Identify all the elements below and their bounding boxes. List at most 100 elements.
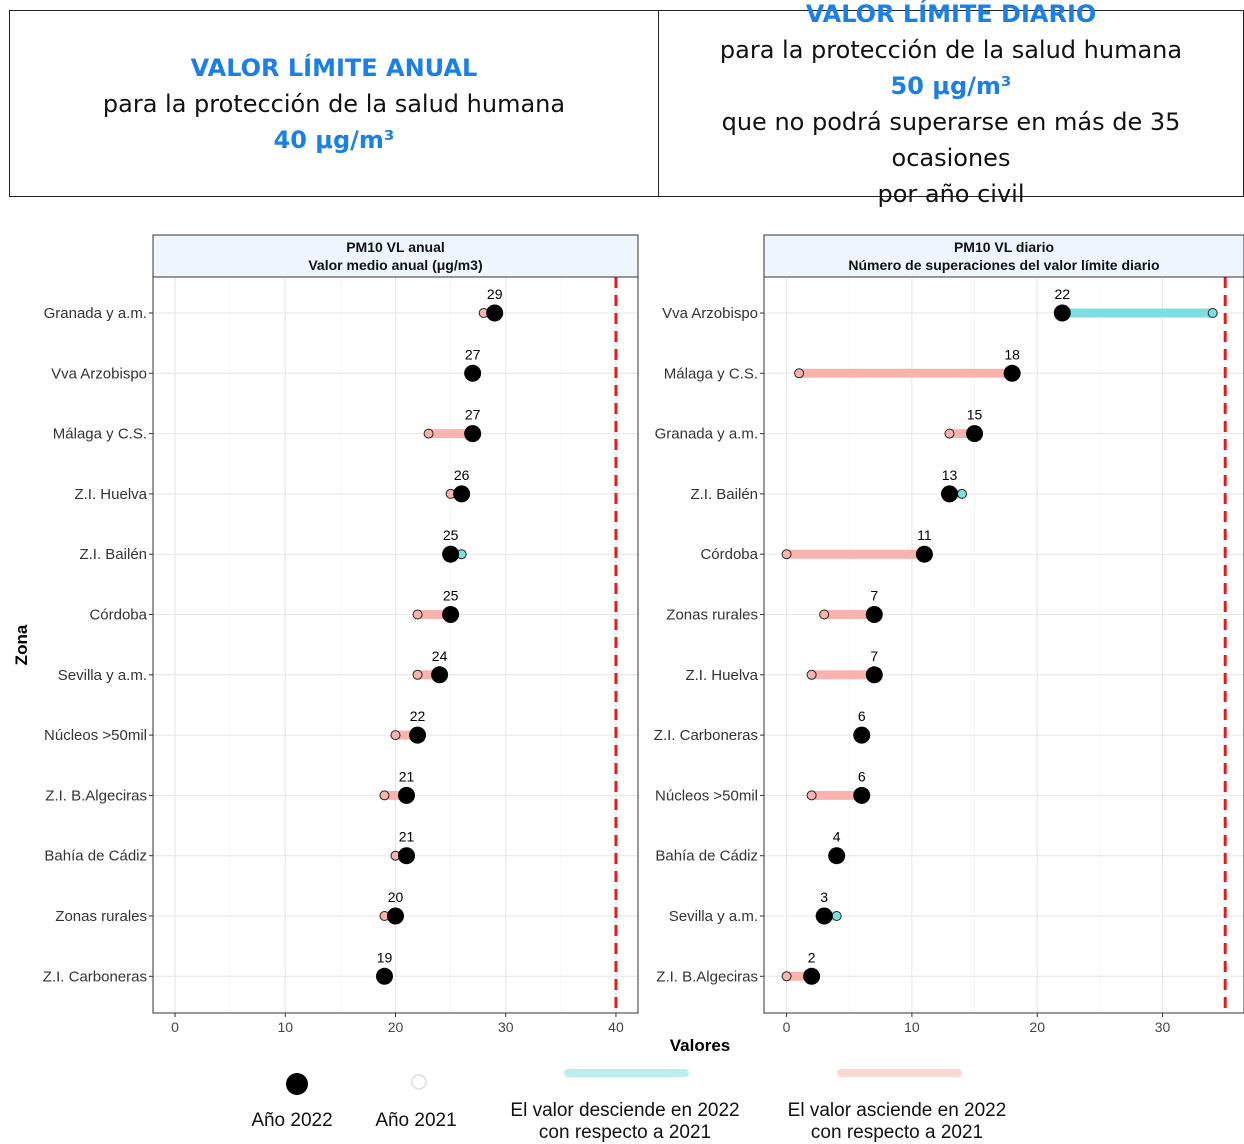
panel1-strip-subtitle: Valor medio anual (μg/m3) xyxy=(308,257,482,273)
panel1-point-2022 xyxy=(375,967,393,985)
panel2-x-tick-label: 30 xyxy=(1155,1019,1171,1035)
panel1-point-2022 xyxy=(431,666,449,684)
panel1-y-tick-label: Bahía de Cádiz xyxy=(44,848,147,865)
panel1-point-2021 xyxy=(379,790,390,801)
panel2-y-tick-label: Bahía de Cádiz xyxy=(655,848,758,865)
panel1-x-tick-label: 30 xyxy=(498,1019,514,1035)
panel2-x-tick-label: 10 xyxy=(904,1019,920,1035)
legend-key-2021 xyxy=(411,1074,427,1090)
panel2-y-tick-label: Z.I. Huelva xyxy=(685,667,758,684)
panel2-data-label: 3 xyxy=(820,889,828,905)
panel1-y-tick-label: Málaga y C.S. xyxy=(53,426,147,443)
panel1-data-label: 20 xyxy=(388,889,404,905)
panel2-data-label: 6 xyxy=(858,768,866,784)
panel1-point-2021 xyxy=(390,730,401,741)
panel2-data-label: 11 xyxy=(917,527,932,543)
panel2-plot-background xyxy=(764,235,1244,1013)
panel2-point-2021 xyxy=(831,911,842,921)
panel1-x-tick-label: 40 xyxy=(608,1019,624,1035)
panel2-data-label: 15 xyxy=(967,407,983,423)
panel2-point-2022 xyxy=(940,485,958,503)
panel2-x-tick-label: 20 xyxy=(1029,1019,1045,1035)
panel1-y-tick-label: Z.I. Huelva xyxy=(74,486,147,503)
panel2-y-tick-label: Córdoba xyxy=(700,546,758,563)
panel1-data-label: 21 xyxy=(399,829,415,845)
panel2-y-tick-label: Z.I. Carboneras xyxy=(654,727,758,744)
panel1-y-tick-label: Z.I. B.Algeciras xyxy=(45,787,147,804)
panel2-point-2021 xyxy=(957,488,968,499)
panel2-point-2022 xyxy=(966,425,984,443)
panel1-y-tick-label: Granada y a.m. xyxy=(44,305,147,322)
panel1-data-label: 21 xyxy=(399,768,415,784)
panel1-strip-title: PM10 VL anual xyxy=(346,239,445,255)
panel2-point-2022 xyxy=(853,786,871,804)
legend-ascend-line2: con respecto a 2021 xyxy=(810,1122,984,1143)
panel1-y-tick-label: Sevilla y a.m. xyxy=(58,667,147,684)
panel2-y-tick-label: Sevilla y a.m. xyxy=(669,908,758,925)
limit-values-header: VALOR LÍMITE ANUAL para la protección de… xyxy=(9,0,1244,208)
legend-ascend-line1: El valor asciende en 2022 xyxy=(787,1100,1007,1121)
panel1-point-2022 xyxy=(442,545,460,563)
panel1-y-tick-label: Vva Arzobispo xyxy=(51,365,147,382)
panel1-data-label: 25 xyxy=(443,527,459,543)
annual-limit-cell: VALOR LÍMITE ANUAL para la protección de… xyxy=(10,11,659,196)
panel1-point-2022 xyxy=(486,304,504,322)
panel2-point-2021 xyxy=(944,428,955,439)
panel2-point-2021 xyxy=(806,790,817,801)
panel2-point-2022 xyxy=(865,666,883,684)
panel2-strip-title: PM10 VL diario xyxy=(954,239,1054,255)
panel1-data-label: 25 xyxy=(443,588,459,604)
panel2-point-2021 xyxy=(781,971,792,982)
panel2-point-2022 xyxy=(915,545,933,563)
panel1-data-label: 24 xyxy=(432,648,448,664)
legend: Año 2022 Año 2021 El valor desciende en … xyxy=(0,1060,1244,1144)
panel2-y-tick-label: Z.I. B.Algeciras xyxy=(656,968,758,985)
panel2-y-tick-label: Granada y a.m. xyxy=(655,426,758,443)
legend-label-ascend: El valor asciende en 2022 con respecto a… xyxy=(762,1100,1032,1144)
panel1-y-tick-label: Núcleos >50mil xyxy=(44,727,147,744)
panel1-y-tick-label: Córdoba xyxy=(89,607,147,624)
panel1-point-2021 xyxy=(423,428,434,439)
daily-limit-condition: que no podrá superarse en más de 35 ocas… xyxy=(721,107,1181,172)
panel1-point-2021 xyxy=(412,609,423,620)
panel1-point-2022 xyxy=(387,907,404,925)
daily-limit-title: VALOR LÍMITE DIARIO xyxy=(805,0,1097,28)
annual-limit-value: 40 μg/m³ xyxy=(273,125,395,154)
panel1-data-label: 26 xyxy=(454,467,470,483)
panel1-point-2022 xyxy=(398,847,416,865)
panel2-data-label: 6 xyxy=(858,708,866,724)
panel1-data-label: 22 xyxy=(410,708,426,724)
panel2-data-label: 7 xyxy=(870,648,878,664)
panel2-point-2021 xyxy=(794,368,805,379)
panel1-point-2022 xyxy=(464,364,482,382)
panel2-point-2022 xyxy=(865,606,883,623)
panel2-strip xyxy=(763,234,1244,278)
panel2-data-label: 13 xyxy=(942,467,958,483)
panel2-data-label: 18 xyxy=(1004,346,1020,362)
legend-label-descend: El valor desciende en 2022 con respecto … xyxy=(486,1100,764,1144)
panel1-x-tick-label: 0 xyxy=(171,1019,179,1035)
panel2-point-2021 xyxy=(819,609,830,620)
panel1-point-2021 xyxy=(412,669,423,680)
panel1-x-tick-label: 20 xyxy=(388,1019,404,1035)
panel2-data-label: 2 xyxy=(808,949,816,965)
panel2-point-2021 xyxy=(1207,308,1218,318)
legend-keys xyxy=(286,1069,962,1095)
legend-key-2022 xyxy=(286,1073,308,1095)
daily-limit-desc: para la protección de la salud humana xyxy=(719,35,1183,64)
annual-limit-title: VALOR LÍMITE ANUAL xyxy=(190,53,478,82)
panel1-point-2022 xyxy=(398,786,416,804)
panel2-point-2022 xyxy=(803,967,821,985)
panel2-point-2022 xyxy=(853,726,871,744)
panel1-y-tick-label: Z.I. Carboneras xyxy=(43,968,147,985)
panel2-x-tick-label: 0 xyxy=(783,1019,791,1035)
panel1-point-2022 xyxy=(464,425,482,443)
panel1-point-2022 xyxy=(442,606,460,623)
panel2-y-tick-label: Zonas rurales xyxy=(666,607,758,624)
panel1-x-tick-label: 10 xyxy=(277,1019,293,1035)
daily-limit-period: por año civil xyxy=(877,179,1025,208)
legend-label-2022: Año 2022 xyxy=(251,1110,333,1131)
panel1-data-label: 27 xyxy=(465,346,481,362)
panel1-data-label: 29 xyxy=(487,286,503,302)
